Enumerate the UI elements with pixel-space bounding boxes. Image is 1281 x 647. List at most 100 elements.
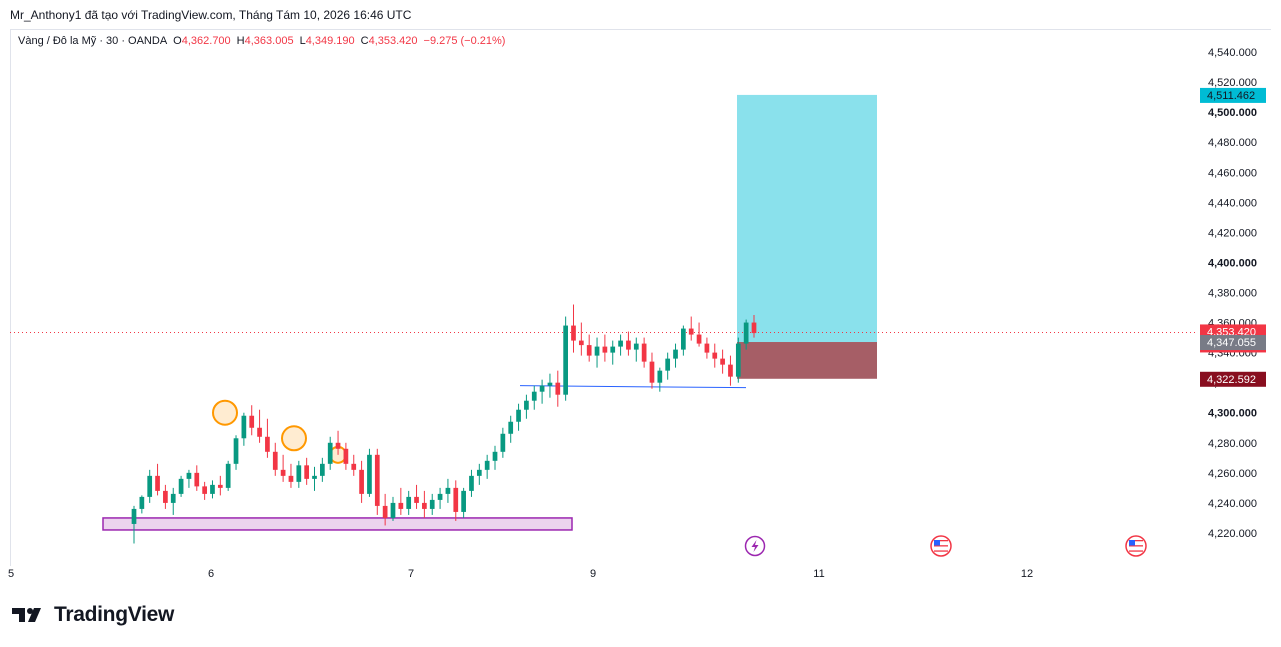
candle-body [296, 465, 302, 482]
candle-body [382, 505, 388, 518]
price-tick-label: 4,480.000 [1208, 137, 1257, 149]
time-axis: 5 6 7 9 11 12 [8, 568, 1033, 580]
candle-body [578, 340, 584, 346]
candle-body [194, 472, 200, 487]
candle-body [516, 409, 521, 422]
candle-body [202, 486, 207, 494]
tv-logo-text: TradingView [54, 603, 175, 626]
candle-body [367, 454, 372, 494]
price-tick-label: 4,280.000 [1208, 438, 1257, 450]
flag-icon-stripe [934, 542, 948, 544]
symbol-ohlc-legend: Vàng / Đô la Mỹ · 30 · OANDA O4,362.700 … [18, 35, 505, 47]
candle-body [210, 484, 215, 494]
candle-body [586, 345, 592, 356]
candle-body [147, 475, 153, 497]
candle-body [688, 328, 694, 335]
drawings-layer [10, 331, 1198, 531]
candle-body [429, 499, 435, 509]
low-key: L [299, 35, 306, 47]
price-tick-label: 4,400.000 [1208, 257, 1257, 269]
candle-body [743, 322, 749, 344]
swing-high-circle[interactable] [212, 399, 238, 426]
us-flag-event-icon[interactable] [930, 535, 952, 557]
candle-body [453, 487, 459, 512]
candle-body [649, 361, 655, 383]
price-axis-marker-label: 4,322.592 [1207, 374, 1256, 386]
event-icons-layer [744, 535, 1147, 557]
candle-body [139, 496, 145, 509]
candle-body [531, 391, 537, 401]
price-axis-marker-label: 4,347.055 [1207, 337, 1256, 349]
candle-body [704, 343, 710, 353]
candles-layer [131, 304, 757, 544]
candle-body [335, 442, 341, 449]
candle-body [272, 451, 278, 470]
candle-body [751, 322, 757, 334]
candle-body [233, 438, 239, 464]
price-tick-label: 4,460.000 [1208, 167, 1257, 179]
flag-icon-stripe [1129, 550, 1143, 552]
candle-body [343, 448, 349, 464]
candle-body [241, 415, 247, 439]
candle-body [327, 442, 333, 464]
candle-body [610, 346, 616, 353]
close-key: C [360, 35, 369, 47]
support-zone-box[interactable] [102, 517, 573, 531]
price-axis-marker-label: 4,511.462 [1207, 90, 1255, 102]
candle-body [359, 469, 364, 494]
flag-icon-stripe [934, 540, 948, 542]
candle-body [735, 343, 741, 377]
price-axis-marker [1200, 335, 1266, 351]
candle-body [508, 421, 514, 434]
candle-body [476, 469, 482, 476]
price-tick-label: 4,520.000 [1208, 77, 1257, 89]
price-tick-label: 4,260.000 [1208, 468, 1257, 480]
price-tick-label: 4,300.000 [1208, 408, 1257, 420]
candle-body [720, 358, 725, 365]
swing-high-circle[interactable] [281, 425, 307, 452]
us-flag-event-icon[interactable] [1125, 535, 1147, 557]
stop-zone[interactable] [737, 342, 877, 379]
candle-body [312, 475, 317, 479]
candle-body [437, 493, 443, 500]
flag-icon-canton [1129, 540, 1135, 546]
tv-logo-icon [12, 608, 41, 622]
candle-body [539, 385, 545, 392]
high-value: 4,363.005 [244, 35, 294, 47]
candle-body [398, 502, 404, 509]
lightning-event-icon[interactable] [744, 535, 766, 557]
position-zones-layer [737, 94, 877, 379]
flag-icon-stripe [1129, 542, 1143, 544]
price-axis-marker [1200, 87, 1266, 103]
price-tick-label: 4,420.000 [1208, 227, 1257, 239]
price-tick-label: 4,240.000 [1208, 498, 1257, 510]
flag-icon-stripe [934, 547, 948, 550]
tradingview-logo[interactable]: TradingView [12, 603, 174, 627]
candle-body [524, 400, 529, 410]
candle-body [641, 343, 647, 362]
candle-body [155, 475, 160, 491]
high-key: H [236, 35, 245, 47]
candle-body [374, 454, 380, 506]
candle-body [320, 463, 325, 476]
change-value: −9.275 (−0.21%) [423, 35, 506, 47]
candle-body [288, 475, 294, 482]
price-axis: 4,540.000 4,520.000 4,500.000 4,480.000 4,46… [1200, 47, 1266, 540]
candle-body [280, 469, 286, 476]
candle-body [657, 370, 663, 383]
candle-body [178, 478, 184, 494]
chart-frame [10, 29, 1271, 566]
chart-attribution: Mr_Anthony1 đã tạo với TradingView.com, … [10, 8, 412, 22]
symbol-name[interactable]: Vàng / Đô la Mỹ · 30 · OANDA [18, 35, 168, 47]
target-zone[interactable] [737, 94, 877, 343]
time-tick-label: 9 [590, 568, 596, 580]
low-value: 4,349.190 [305, 35, 355, 47]
candle-body [461, 490, 466, 512]
lightning-icon-bolt [751, 540, 759, 552]
price-tick-label: 4,220.000 [1208, 528, 1257, 540]
candle-body [555, 382, 561, 395]
neckline-trend-line[interactable] [519, 385, 747, 389]
open-key: O [173, 35, 182, 47]
candle-body [225, 463, 231, 488]
